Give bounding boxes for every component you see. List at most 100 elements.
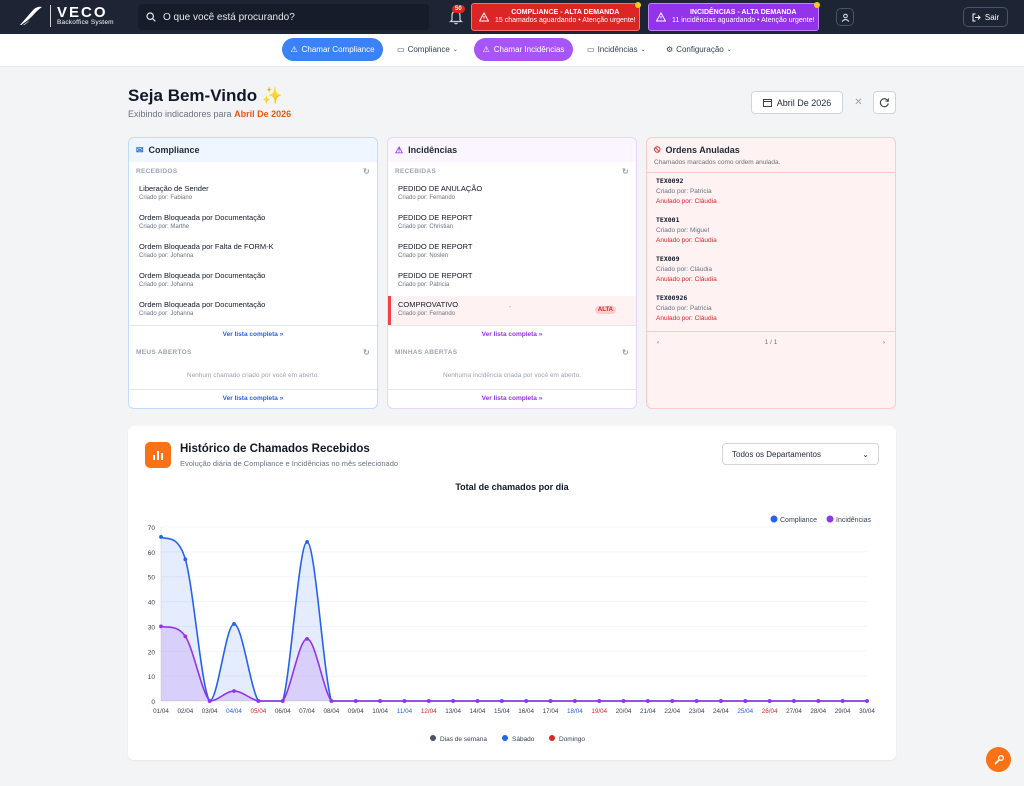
refresh-icon[interactable]: ↻	[621, 166, 629, 176]
data-point[interactable]	[694, 699, 699, 703]
x-tick-label: 30/04	[859, 708, 875, 715]
x-tick-label: 21/04	[640, 708, 656, 715]
list-item[interactable]: Ordem Bloqueada por Documentação Criado p…	[129, 267, 377, 296]
logout-icon	[972, 13, 981, 21]
data-point[interactable]	[378, 699, 383, 703]
data-point[interactable]	[353, 699, 358, 703]
tools-fab-button[interactable]	[986, 747, 1011, 772]
brand-subtitle: Backoffice System	[57, 19, 114, 27]
day-legend-marker	[549, 735, 555, 741]
cancelled-order-item[interactable]: TEX009 Criado por: Cláudia Anulado por: Cl…	[647, 251, 895, 290]
list-item[interactable]: PEDIDO DE REPORT Criado por: Patricia	[388, 267, 636, 296]
data-point[interactable]	[670, 699, 675, 703]
order-creator: Criado por: Patricia	[656, 187, 712, 195]
list-item[interactable]: PEDIDO DE REPORT Criado por: Christian	[388, 209, 636, 238]
prev-page-button[interactable]: ‹	[657, 339, 660, 346]
list-item[interactable]: Ordem Bloqueada por Documentação Criado p…	[129, 296, 377, 325]
refresh-icon[interactable]: ↻	[362, 166, 370, 176]
order-creator: Criado por: Patricia	[656, 304, 712, 312]
logout-button[interactable]: Sair	[963, 7, 1008, 27]
item-creator: Criado por: Johanna	[139, 282, 194, 288]
data-point[interactable]	[280, 699, 285, 703]
data-point[interactable]	[329, 699, 334, 703]
date-picker-button[interactable]: Abril De 2026	[751, 91, 843, 114]
refresh-button[interactable]	[873, 91, 896, 114]
list-item[interactable]: Ordem Bloqueada por Falta de FORM-K Criad…	[129, 238, 377, 267]
brand-name: VECO	[57, 4, 108, 22]
data-point[interactable]	[621, 699, 626, 703]
data-point[interactable]	[499, 699, 504, 703]
data-point[interactable]	[159, 624, 163, 629]
data-point[interactable]	[402, 699, 407, 703]
data-point[interactable]	[792, 699, 796, 703]
data-point[interactable]	[159, 535, 163, 539]
warning-icon	[479, 12, 489, 22]
compliance-card-header: ✉ Compliance	[129, 138, 377, 162]
data-point[interactable]	[719, 699, 723, 703]
x-tick-label: 13/04	[445, 708, 461, 715]
alert-incidencias-button[interactable]: INCIDÊNCIAS - ALTA DEMANDA 11 incidência…	[648, 2, 820, 31]
item-creator: Criado por: Fernando	[398, 195, 456, 201]
see-full-list-link[interactable]: Ver lista completa »	[388, 389, 636, 407]
data-point[interactable]	[548, 699, 553, 703]
data-point[interactable]	[475, 699, 480, 703]
chamar-incidencias-button[interactable]: ⚠ Chamar Incidências	[474, 38, 573, 61]
user-profile-button[interactable]	[836, 8, 854, 26]
department-select[interactable]: Todos os Departamentos ⌄	[722, 443, 879, 465]
data-point[interactable]	[183, 634, 188, 639]
data-point[interactable]	[426, 699, 431, 703]
data-point[interactable]	[597, 699, 602, 703]
item-title: PEDIDO DE REPORT	[398, 271, 473, 280]
y-tick-label: 20	[148, 649, 156, 656]
data-point[interactable]	[865, 699, 869, 703]
cancelled-order-item[interactable]: TEX0092 Criado por: Patricia Anulado por: …	[647, 173, 895, 212]
list-item[interactable]: PEDIDO DE REPORT Criado por: Noslen	[388, 238, 636, 267]
next-page-button[interactable]: ›	[882, 339, 885, 346]
legend-label[interactable]: Incidências	[836, 517, 872, 524]
list-item[interactable]: PEDIDO DE ANULAÇÃO Criado por: Fernando	[388, 180, 636, 209]
list-item[interactable]: Liberação de Sender Criado por: Fabiano	[129, 180, 377, 209]
nav-incidencias-label: Incidências	[597, 45, 638, 54]
data-point[interactable]	[524, 699, 529, 703]
data-point[interactable]	[840, 699, 845, 703]
list-item[interactable]: COMPROVATIVO Criado por: Fernando - ALTA	[388, 296, 636, 325]
date-picker-label: Abril De 2026	[776, 97, 832, 108]
data-point[interactable]	[451, 699, 456, 703]
y-tick-label: 0	[151, 699, 155, 706]
see-full-list-link[interactable]: Ver lista completa »	[129, 389, 377, 407]
clear-date-button[interactable]: ✕	[849, 91, 868, 114]
x-tick-label: 20/04	[616, 708, 632, 715]
refresh-icon[interactable]: ↻	[362, 347, 370, 357]
cancelled-order-item[interactable]: TEX001 Criado por: Miguel Anulado por: Clá…	[647, 212, 895, 251]
nav-compliance-menu[interactable]: ▭ Compliance ⌄	[397, 45, 458, 54]
data-point[interactable]	[207, 699, 212, 703]
data-point[interactable]	[232, 622, 236, 626]
list-item[interactable]: Ordem Bloqueada por Documentação Criado p…	[129, 209, 377, 238]
chamar-compliance-button[interactable]: ⚠ Chamar Compliance	[282, 38, 383, 61]
order-creator: Criado por: Cláudia	[656, 265, 713, 273]
see-full-list-link[interactable]: Ver lista completa »	[129, 325, 377, 343]
nav-incidencias-menu[interactable]: ▭ Incidências ⌄	[587, 45, 646, 54]
warning-icon: ⚠	[482, 45, 490, 54]
data-point[interactable]	[305, 540, 309, 544]
alert-compliance-button[interactable]: COMPLIANCE - ALTA DEMANDA 15 chamados ag…	[471, 2, 641, 31]
search-input[interactable]: O que você está procurando?	[138, 4, 429, 30]
data-point[interactable]	[645, 699, 650, 703]
logo[interactable]: VECO Backoffice System	[18, 5, 114, 27]
order-cancelled-by: Anulado por: Cláudia	[656, 197, 717, 205]
legend-label[interactable]: Compliance	[780, 517, 817, 524]
chamar-compliance-label: Chamar Compliance	[301, 45, 375, 54]
nav-configuracao-menu[interactable]: ⚙ Configuração ⌄	[666, 45, 732, 54]
see-full-list-link[interactable]: Ver lista completa »	[388, 325, 636, 343]
refresh-icon[interactable]: ↻	[621, 347, 629, 357]
data-point[interactable]	[256, 699, 261, 703]
data-point[interactable]	[743, 699, 748, 703]
day-legend-marker	[502, 735, 508, 741]
data-point[interactable]	[232, 689, 236, 693]
data-point[interactable]	[816, 699, 821, 703]
data-point[interactable]	[767, 699, 772, 703]
data-point[interactable]	[305, 636, 309, 641]
cancelled-order-item[interactable]: TEX00926 Criado por: Patricia Anulado por:…	[647, 290, 895, 329]
data-point[interactable]	[183, 557, 188, 562]
data-point[interactable]	[572, 699, 577, 703]
